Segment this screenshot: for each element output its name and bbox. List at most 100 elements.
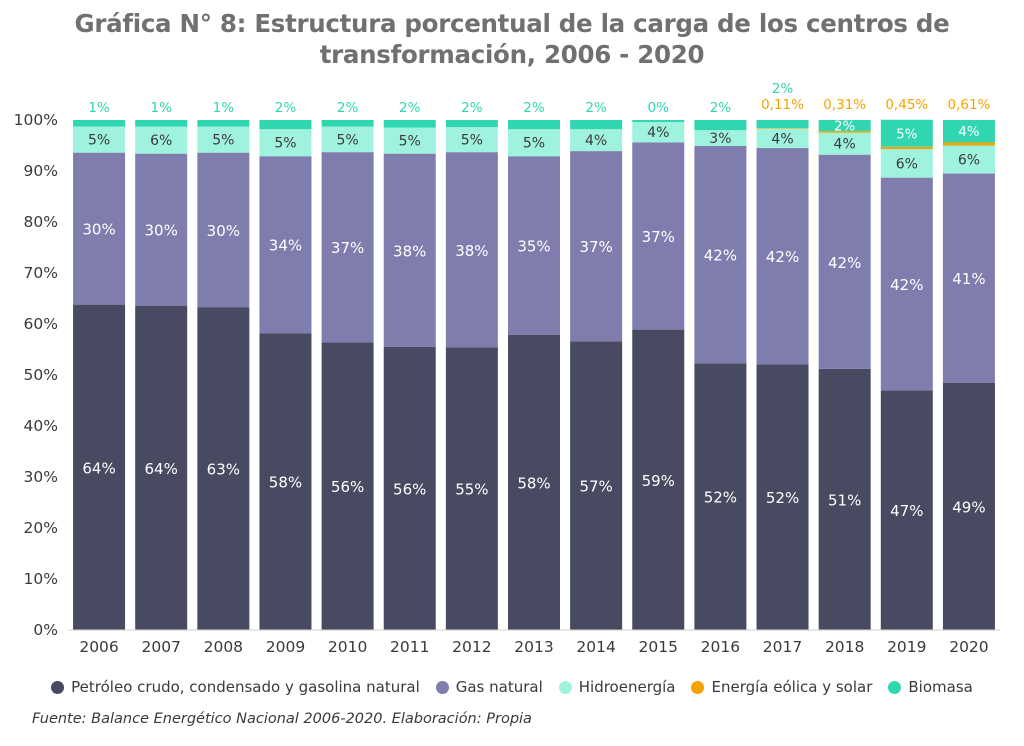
data-label: 2%	[710, 100, 732, 116]
data-label: 2%	[399, 100, 421, 116]
bar-segment	[880, 149, 933, 178]
bar-segment	[632, 122, 685, 143]
bar-segment	[570, 341, 623, 630]
data-label: 2%	[523, 100, 545, 116]
bar-segment	[445, 120, 498, 128]
data-label: 38%	[455, 242, 488, 260]
x-tick-label: 2017	[763, 638, 802, 656]
legend-item: Biomasa	[888, 678, 973, 696]
legend-swatch	[51, 680, 65, 694]
data-label: 41%	[952, 270, 985, 288]
data-label: 38%	[393, 242, 426, 260]
bar-segment	[383, 346, 436, 630]
bar-segment	[259, 333, 312, 630]
data-label: 63%	[207, 461, 240, 479]
legend-swatch	[888, 680, 902, 694]
x-tick-label: 2014	[576, 638, 615, 656]
bar-segment	[445, 347, 498, 630]
data-label: 58%	[517, 474, 550, 492]
data-label: 2%	[461, 100, 483, 116]
data-label: 5%	[336, 132, 358, 148]
bars: 64% 30% 5% 1% 64% 30% 6% 1% 63% 30% 5% 1% 58% 34% 5% 2%…	[73, 81, 995, 630]
data-label: 30%	[145, 222, 178, 240]
data-label: 42%	[704, 247, 737, 265]
data-label: 52%	[704, 489, 737, 507]
bar-segment	[880, 119, 933, 147]
x-tick-label: 2016	[701, 638, 740, 656]
data-label: 37%	[331, 239, 364, 257]
x-tick-label: 2013	[514, 638, 553, 656]
y-tick-label: 10%	[24, 570, 58, 588]
y-tick-label: 100%	[14, 111, 58, 129]
bar-segment	[197, 120, 250, 127]
bar-segment	[135, 120, 188, 127]
data-label: 2%	[337, 100, 359, 116]
bar-segment	[818, 131, 871, 133]
data-label: 2%	[275, 100, 297, 116]
data-label: 56%	[331, 478, 364, 496]
data-label: 37%	[579, 238, 612, 256]
bar-segment	[942, 145, 995, 174]
y-tick-label: 30%	[24, 468, 58, 486]
bar-segment	[570, 120, 623, 130]
bar-segment	[73, 120, 126, 127]
data-label: 51%	[828, 491, 861, 509]
bar-segment	[694, 130, 747, 147]
bar-segment	[570, 151, 623, 342]
bar-segment	[942, 382, 995, 630]
y-tick-label: 80%	[24, 213, 58, 231]
data-label: 0,45%	[885, 97, 928, 113]
data-label: 4%	[958, 124, 980, 140]
data-label: 6%	[958, 153, 980, 169]
y-tick-label: 20%	[24, 519, 58, 537]
x-tick-label: 2007	[141, 638, 180, 656]
bar-segment	[756, 364, 809, 630]
bar-segment	[508, 334, 560, 630]
bar-segment	[508, 120, 560, 130]
bar-segment	[445, 152, 498, 348]
bar-segment	[259, 156, 312, 334]
bar-segment	[632, 329, 685, 630]
bar-segment	[880, 390, 933, 630]
data-label: 4%	[647, 125, 669, 141]
x-tick-label: 2012	[452, 638, 491, 656]
x-axis: 2006 2007 2008 2009 2010 2011 2012 2013 2014 2015…	[68, 629, 1000, 656]
bar-segment	[942, 142, 995, 146]
bar-segment	[197, 152, 250, 308]
x-tick-label: 2010	[328, 638, 367, 656]
legend-swatch	[558, 680, 572, 694]
legend-item: Petróleo crudo, condensado y gasolina na…	[51, 678, 420, 696]
data-label: 3%	[709, 131, 731, 147]
data-label: 59%	[642, 472, 675, 490]
data-label: 0,31%	[823, 97, 866, 113]
bar-segment	[259, 120, 312, 130]
data-label: 37%	[642, 228, 675, 246]
data-label: 5%	[399, 134, 421, 150]
bar-segment	[694, 146, 747, 364]
data-label: 0%	[648, 100, 670, 116]
data-label: 42%	[890, 276, 923, 294]
data-label: 30%	[82, 221, 115, 239]
bar-segment	[756, 119, 809, 129]
legend-item: Energía eólica y solar	[691, 678, 872, 696]
data-label: 52%	[766, 489, 799, 507]
y-tick-label: 60%	[24, 315, 58, 333]
legend-label: Gas natural	[455, 678, 543, 696]
data-label: 47%	[890, 502, 923, 520]
bar-segment	[197, 126, 250, 153]
data-label: 4%	[585, 133, 607, 149]
bar-segment	[383, 120, 436, 128]
x-tick-label: 2006	[79, 638, 118, 656]
bar-segment	[321, 152, 374, 343]
legend-item: Hidroenergía	[558, 678, 675, 696]
data-label: 42%	[828, 254, 861, 272]
bar-segment	[508, 129, 560, 157]
data-label: 5%	[212, 133, 234, 149]
data-label: 0,11%	[761, 97, 804, 113]
data-label: 42%	[766, 248, 799, 266]
bar-segment	[818, 132, 871, 155]
y-tick-label: 40%	[24, 417, 58, 435]
bar-segment	[942, 119, 995, 143]
bar-segment	[942, 173, 995, 383]
